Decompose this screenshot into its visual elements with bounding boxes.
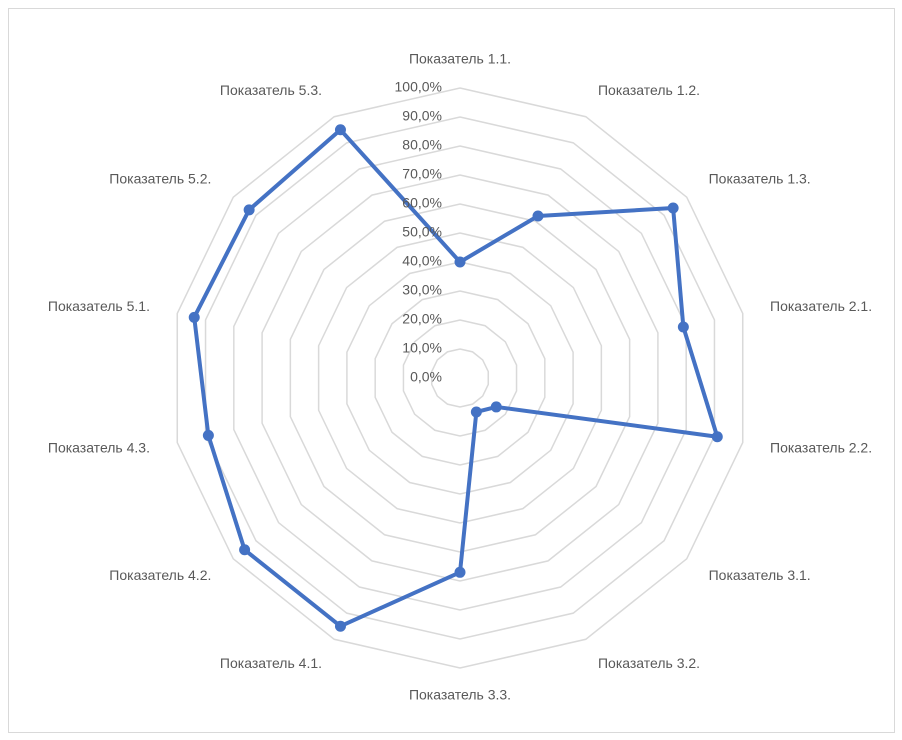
category-label: Показатель 1.3. [709, 170, 811, 186]
grid-ring [204, 116, 716, 640]
category-label: Показатель 5.1. [48, 298, 150, 314]
grid-ring [374, 290, 546, 466]
data-point [490, 401, 502, 413]
y-tick-label: 30,0% [402, 282, 442, 298]
grid-ring [317, 232, 603, 524]
data-point [243, 204, 255, 216]
y-tick-label: 90,0% [402, 108, 442, 124]
grid-ring [346, 261, 574, 495]
data-point [470, 406, 482, 418]
category-label: Показатель 4.1. [220, 655, 322, 671]
category-label: Показатель 1.1. [409, 51, 511, 67]
grid-ring [176, 87, 744, 669]
data-point [667, 202, 679, 214]
y-tick-label: 40,0% [402, 253, 442, 269]
category-label: Показатель 4.3. [48, 439, 150, 455]
grid-ring [402, 319, 518, 437]
data-point [677, 321, 689, 333]
y-tick-label: 70,0% [402, 166, 442, 182]
grid-ring [430, 348, 490, 408]
category-label: Показатель 2.1. [770, 298, 872, 314]
data-point [188, 311, 200, 323]
category-label: Показатель 5.2. [109, 170, 211, 186]
y-tick-label: 10,0% [402, 340, 442, 356]
y-tick-label: 50,0% [402, 224, 442, 240]
category-label: Показатель 3.2. [598, 655, 700, 671]
category-label: Показатель 3.3. [409, 687, 511, 703]
y-tick-label: 80,0% [402, 137, 442, 153]
grid-ring [233, 145, 687, 611]
y-tick-label: 100,0% [395, 79, 442, 95]
data-point [334, 620, 346, 632]
category-label: Показатель 2.2. [770, 439, 872, 455]
data-point [202, 429, 214, 441]
data-point [334, 124, 346, 136]
data-point [532, 210, 544, 222]
y-tick-label: 0,0% [410, 369, 442, 385]
data-point [454, 566, 466, 578]
grid-ring [289, 203, 631, 553]
data-point [711, 431, 723, 443]
data-point [239, 544, 251, 556]
category-label: Показатель 4.2. [109, 567, 211, 583]
grid-ring [261, 174, 659, 582]
chart-border [8, 8, 895, 733]
category-label: Показатель 5.3. [220, 82, 322, 98]
data-point [454, 256, 466, 268]
y-tick-label: 20,0% [402, 311, 442, 327]
category-label: Показатель 1.2. [598, 82, 700, 98]
category-label: Показатель 3.1. [709, 567, 811, 583]
y-tick-label: 60,0% [402, 195, 442, 211]
